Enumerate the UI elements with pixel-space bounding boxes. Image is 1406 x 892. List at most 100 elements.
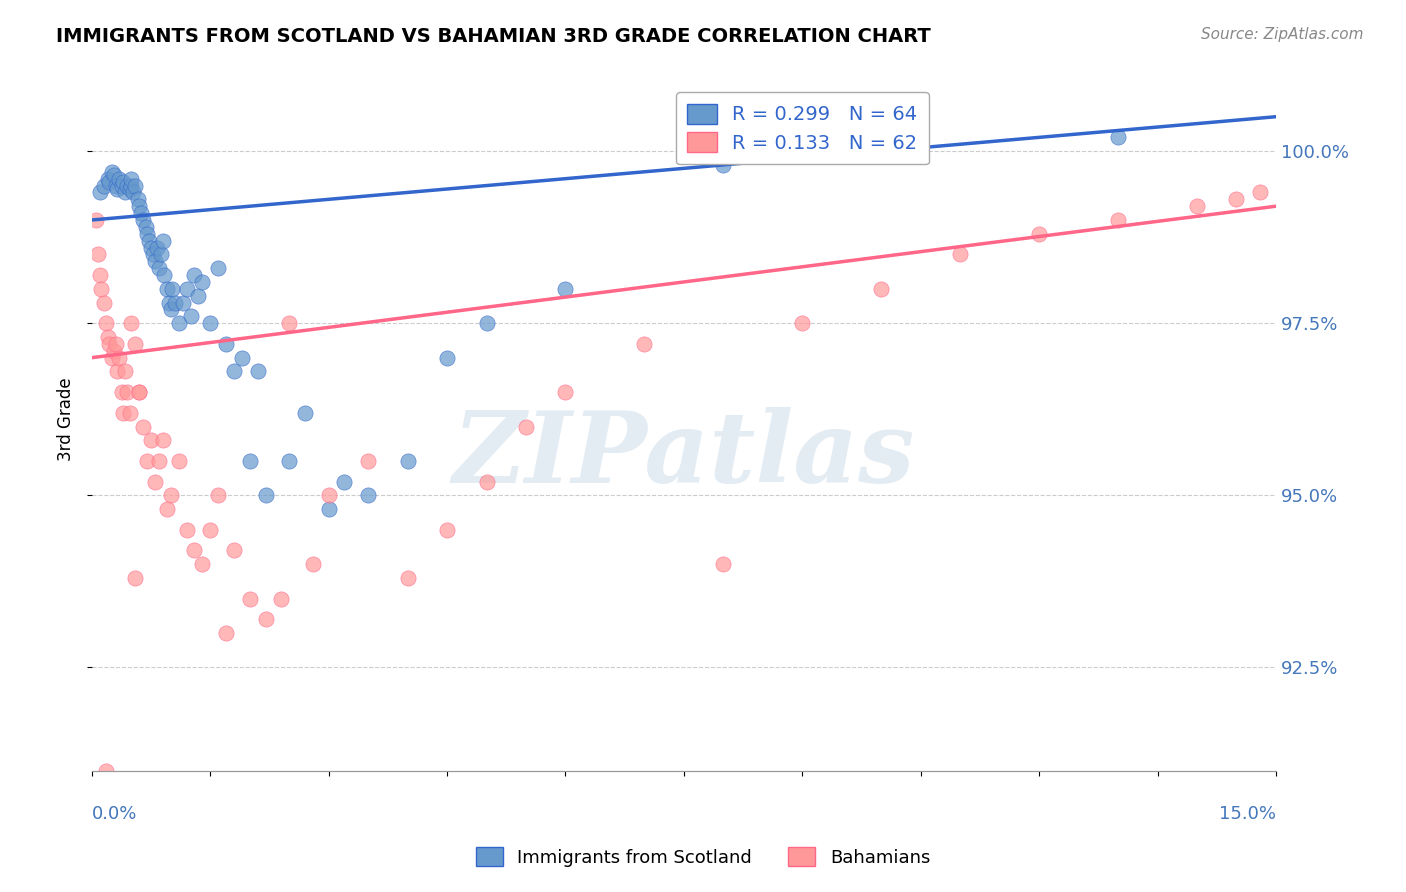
Point	[122, 186, 145, 200]
Point	[118, 182, 141, 196]
Point	[633, 337, 655, 351]
Point	[117, 178, 139, 193]
Point	[222, 364, 245, 378]
Point	[105, 182, 128, 196]
Point	[87, 247, 110, 261]
Point	[136, 454, 159, 468]
Point	[142, 247, 165, 261]
Point	[167, 316, 190, 330]
Text: 0.0%: 0.0%	[91, 805, 138, 823]
Point	[711, 158, 734, 172]
Y-axis label: 3rd Grade: 3rd Grade	[58, 378, 75, 461]
Point	[1028, 227, 1050, 241]
Point	[870, 282, 893, 296]
Point	[183, 268, 205, 282]
Point	[515, 419, 537, 434]
Point	[475, 475, 498, 489]
Point	[93, 178, 115, 193]
Point	[152, 234, 174, 248]
Point	[94, 764, 117, 778]
Point	[1107, 213, 1129, 227]
Point	[554, 385, 576, 400]
Point	[94, 316, 117, 330]
Point	[128, 385, 150, 400]
Point	[167, 454, 190, 468]
Point	[436, 351, 458, 365]
Text: ZIPatlas: ZIPatlas	[453, 407, 915, 503]
Point	[396, 454, 419, 468]
Point	[103, 168, 125, 182]
Point	[120, 178, 142, 193]
Point	[124, 178, 146, 193]
Point	[129, 206, 152, 220]
Point	[132, 419, 155, 434]
Point	[105, 364, 128, 378]
Point	[159, 488, 181, 502]
Point	[222, 543, 245, 558]
Point	[89, 268, 111, 282]
Point	[98, 175, 121, 189]
Point	[156, 282, 179, 296]
Point	[139, 240, 162, 254]
Point	[148, 454, 170, 468]
Point	[111, 385, 134, 400]
Point	[200, 523, 222, 537]
Point	[215, 626, 238, 640]
Point	[792, 316, 814, 330]
Point	[97, 330, 120, 344]
Point	[246, 364, 269, 378]
Point	[152, 434, 174, 448]
Point	[97, 171, 120, 186]
Point	[127, 192, 149, 206]
Point	[207, 488, 229, 502]
Point	[294, 406, 316, 420]
Point	[231, 351, 253, 365]
Point	[93, 295, 115, 310]
Point	[100, 165, 122, 179]
Point	[139, 434, 162, 448]
Point	[114, 364, 136, 378]
Point	[183, 543, 205, 558]
Point	[711, 558, 734, 572]
Point	[172, 295, 194, 310]
Point	[157, 295, 180, 310]
Point	[1185, 199, 1208, 213]
Point	[89, 186, 111, 200]
Point	[104, 337, 127, 351]
Point	[1107, 130, 1129, 145]
Text: IMMIGRANTS FROM SCOTLAND VS BAHAMIAN 3RD GRADE CORRELATION CHART: IMMIGRANTS FROM SCOTLAND VS BAHAMIAN 3RD…	[56, 27, 931, 45]
Point	[153, 268, 176, 282]
Point	[554, 282, 576, 296]
Point	[114, 186, 136, 200]
Point	[98, 337, 121, 351]
Point	[436, 523, 458, 537]
Point	[357, 454, 380, 468]
Point	[118, 406, 141, 420]
Text: Source: ZipAtlas.com: Source: ZipAtlas.com	[1201, 27, 1364, 42]
Point	[333, 475, 356, 489]
Point	[124, 571, 146, 585]
Point	[254, 612, 277, 626]
Point	[200, 316, 222, 330]
Point	[1249, 186, 1271, 200]
Point	[128, 385, 150, 400]
Point	[120, 171, 142, 186]
Point	[278, 316, 301, 330]
Point	[163, 295, 186, 310]
Point	[124, 337, 146, 351]
Point	[111, 178, 134, 193]
Point	[239, 454, 262, 468]
Point	[191, 558, 214, 572]
Point	[254, 488, 277, 502]
Point	[949, 247, 972, 261]
Point	[108, 351, 131, 365]
Point	[84, 213, 107, 227]
Point	[475, 316, 498, 330]
Point	[176, 282, 198, 296]
Legend: R = 0.299   N = 64, R = 0.133   N = 62: R = 0.299 N = 64, R = 0.133 N = 62	[676, 92, 929, 164]
Point	[318, 488, 340, 502]
Point	[132, 213, 155, 227]
Point	[176, 523, 198, 537]
Point	[1225, 192, 1247, 206]
Point	[191, 275, 214, 289]
